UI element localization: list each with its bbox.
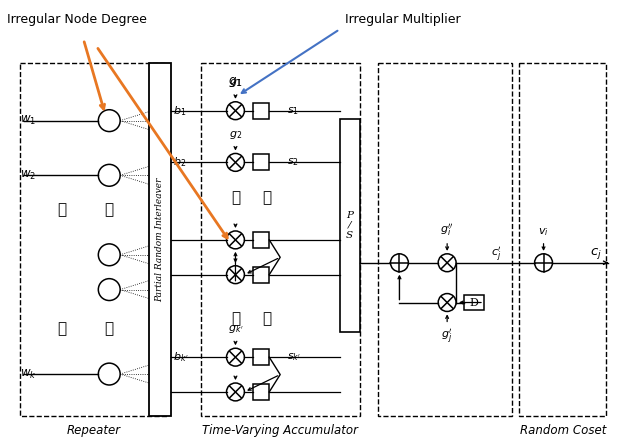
- Circle shape: [226, 154, 244, 171]
- Text: ⋮: ⋮: [231, 312, 240, 327]
- Text: $g_2$: $g_2$: [229, 129, 242, 141]
- Text: P
/
S: P / S: [346, 211, 353, 241]
- Text: $s_{k'}$: $s_{k'}$: [287, 351, 301, 363]
- Circle shape: [534, 254, 552, 271]
- Text: $b_{k'}$: $b_{k'}$: [173, 350, 188, 364]
- Text: ⋮: ⋮: [57, 323, 66, 336]
- Text: Partial Random Interleaver: Partial Random Interleaver: [156, 178, 164, 302]
- Circle shape: [438, 254, 456, 271]
- Circle shape: [438, 293, 456, 311]
- Text: Irregular Multiplier: Irregular Multiplier: [345, 13, 461, 26]
- Bar: [254, 384, 269, 400]
- Circle shape: [226, 348, 244, 366]
- Bar: [149, 63, 171, 416]
- Bar: [254, 232, 269, 248]
- Bar: [519, 63, 606, 416]
- Text: ⋮: ⋮: [105, 203, 114, 217]
- Text: $c_j$: $c_j$: [590, 246, 602, 261]
- Bar: [254, 349, 269, 365]
- Circle shape: [391, 254, 409, 271]
- Text: ⋮: ⋮: [263, 191, 272, 205]
- Bar: [254, 155, 269, 170]
- Text: ⋮: ⋮: [231, 191, 240, 205]
- Circle shape: [226, 266, 244, 284]
- Bar: [378, 63, 512, 416]
- Bar: [254, 103, 269, 119]
- Circle shape: [226, 383, 244, 401]
- Text: $c_j'$: $c_j'$: [490, 246, 501, 264]
- Text: $v_i$: $v_i$: [538, 226, 549, 238]
- Text: $w_1$: $w_1$: [20, 114, 36, 127]
- Bar: [20, 63, 167, 416]
- Text: ⋮: ⋮: [263, 312, 272, 327]
- Text: $g_j'$: $g_j'$: [441, 327, 453, 346]
- Text: D: D: [469, 297, 479, 307]
- Circle shape: [99, 279, 120, 301]
- Circle shape: [226, 231, 244, 249]
- Text: Repeater: Repeater: [66, 424, 120, 437]
- Text: Irregular Node Degree: Irregular Node Degree: [7, 13, 147, 26]
- Text: ⋮: ⋮: [57, 203, 66, 217]
- Text: Time-Varying Accumulator: Time-Varying Accumulator: [202, 424, 358, 437]
- Text: $s_2$: $s_2$: [287, 156, 299, 168]
- Text: Random Coset: Random Coset: [520, 424, 606, 437]
- Text: $g_1$: $g_1$: [229, 75, 242, 89]
- Text: $g_i''$: $g_i''$: [440, 222, 454, 238]
- Circle shape: [99, 244, 120, 266]
- Bar: [254, 267, 269, 283]
- Text: $g_1$: $g_1$: [229, 77, 242, 89]
- Circle shape: [99, 164, 120, 186]
- Bar: [464, 294, 484, 310]
- Text: $s_1$: $s_1$: [287, 105, 299, 116]
- Text: ⋮: ⋮: [105, 323, 114, 336]
- Text: $b_2$: $b_2$: [173, 155, 186, 169]
- Bar: [340, 119, 360, 332]
- Text: $w_k$: $w_k$: [20, 367, 37, 381]
- Circle shape: [226, 102, 244, 120]
- Bar: [201, 63, 360, 416]
- Text: $w_2$: $w_2$: [20, 169, 36, 182]
- Circle shape: [99, 110, 120, 132]
- Circle shape: [99, 363, 120, 385]
- Text: $b_1$: $b_1$: [173, 104, 186, 118]
- Text: $g_{k'}$: $g_{k'}$: [228, 323, 243, 335]
